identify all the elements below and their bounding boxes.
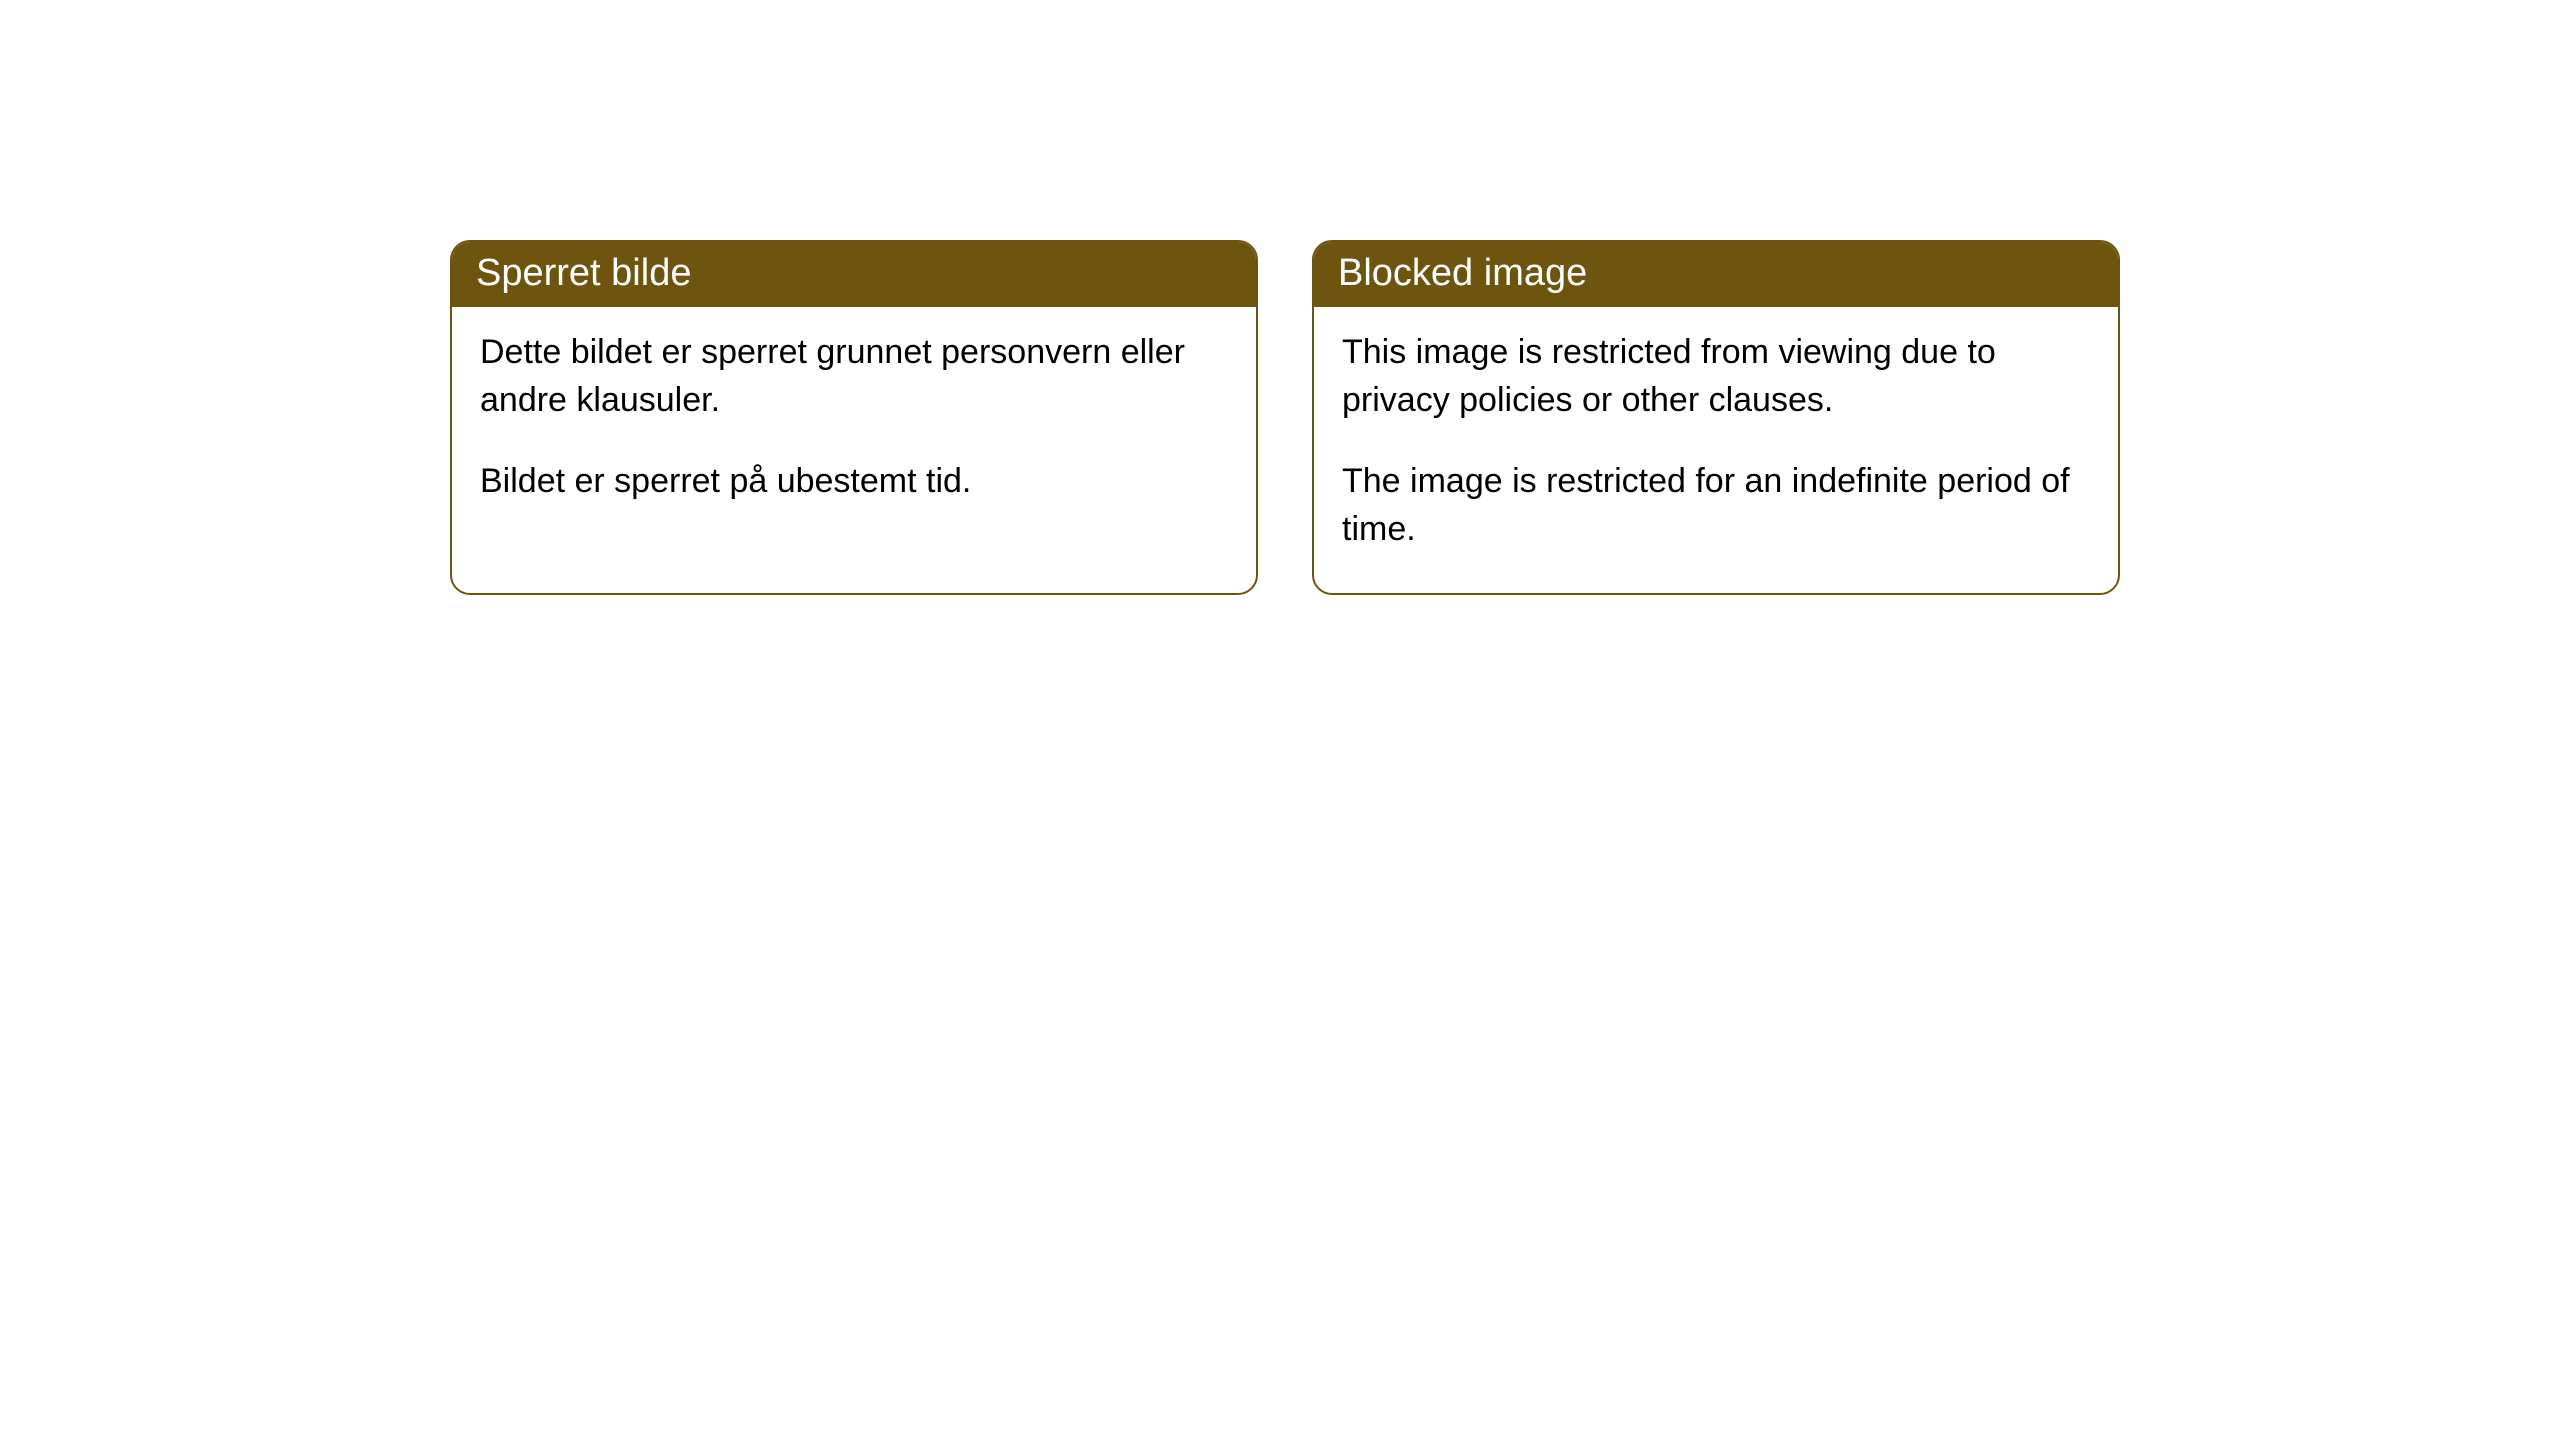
blocked-image-card-no: Sperret bilde Dette bildet er sperret gr… (450, 240, 1258, 595)
card-body-no: Dette bildet er sperret grunnet personve… (452, 307, 1256, 546)
card-header-en: Blocked image (1314, 242, 2118, 307)
notice-cards-row: Sperret bilde Dette bildet er sperret gr… (450, 240, 2120, 595)
card-body-en: This image is restricted from viewing du… (1314, 307, 2118, 593)
blocked-image-card-en: Blocked image This image is restricted f… (1312, 240, 2120, 595)
card-header-no: Sperret bilde (452, 242, 1256, 307)
card-text-no-2: Bildet er sperret på ubestemt tid. (480, 458, 1228, 506)
card-text-en-2: The image is restricted for an indefinit… (1342, 458, 2090, 553)
card-text-no-1: Dette bildet er sperret grunnet personve… (480, 329, 1228, 424)
card-text-en-1: This image is restricted from viewing du… (1342, 329, 2090, 424)
